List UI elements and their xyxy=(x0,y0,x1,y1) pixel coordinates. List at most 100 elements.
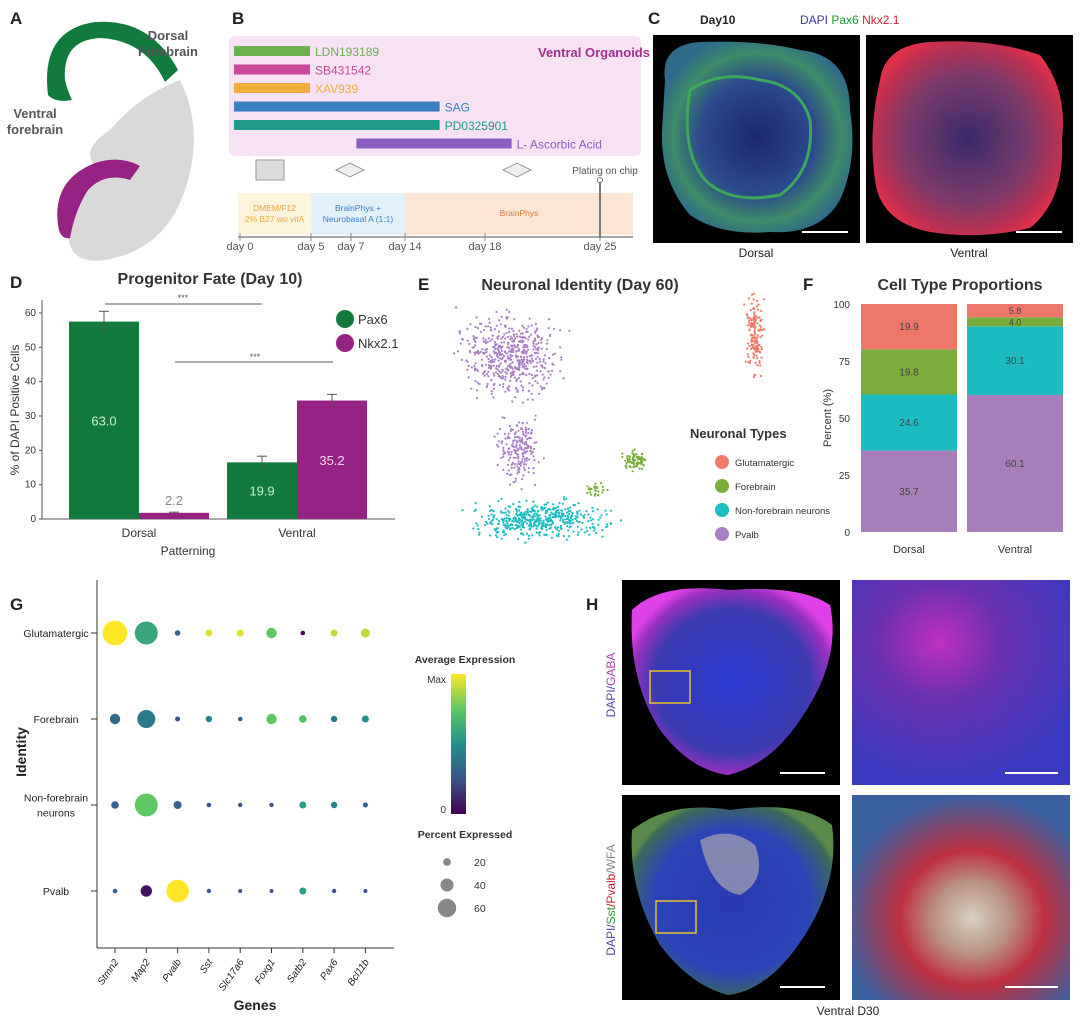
cell-point xyxy=(506,463,509,467)
cell-point xyxy=(529,437,533,440)
cell-point xyxy=(492,509,495,513)
cell-point xyxy=(528,372,531,376)
cell-point xyxy=(499,353,503,356)
cell-point xyxy=(511,523,514,527)
cell-point xyxy=(749,309,753,312)
cell-point xyxy=(525,440,528,443)
cell-point xyxy=(523,468,526,471)
cell-point xyxy=(502,453,505,456)
cell-point xyxy=(540,338,543,341)
stacked-segment xyxy=(967,394,1063,532)
cell-point xyxy=(525,421,529,424)
cell-point xyxy=(522,346,525,349)
cell-point xyxy=(517,363,521,366)
x-tick-label: Dorsal xyxy=(893,544,925,556)
cell-point xyxy=(536,505,539,508)
cell-point xyxy=(635,462,638,465)
cell-point xyxy=(535,531,538,534)
cell-point xyxy=(639,462,642,465)
cell-point xyxy=(756,345,759,348)
cell-point xyxy=(510,327,513,330)
cell-point xyxy=(536,334,539,337)
cell-point xyxy=(512,503,515,506)
cell-point xyxy=(468,342,471,346)
gaba-zoom-image xyxy=(852,580,1070,785)
cell-point xyxy=(514,519,517,522)
cell-point xyxy=(531,509,535,513)
cell-point xyxy=(516,447,519,450)
cell-point xyxy=(527,389,530,392)
well-plate-96-icon xyxy=(255,159,285,181)
cell-point xyxy=(508,350,511,353)
chart-d: 0 10 20 30 40 50 60 Dorsal 63.0 2.2 Ventral 19.9 35.… xyxy=(25,293,399,540)
cell-point xyxy=(605,525,608,529)
compound-label: L- Ascorbic Acid xyxy=(517,138,602,152)
cell-point xyxy=(490,390,493,393)
cell-point xyxy=(511,361,514,364)
cell-point xyxy=(518,463,521,466)
cell-point xyxy=(473,364,476,367)
cell-point xyxy=(508,385,511,388)
cell-point xyxy=(537,461,540,464)
cell-point xyxy=(516,435,519,439)
cell-point xyxy=(473,369,477,372)
cell-point xyxy=(542,519,545,522)
cell-point xyxy=(544,511,547,515)
cell-point xyxy=(526,330,529,333)
cell-point xyxy=(495,343,498,346)
cell-point xyxy=(510,444,513,447)
cell-point xyxy=(519,355,522,358)
cell-point xyxy=(533,346,537,349)
cell-point xyxy=(537,346,540,349)
size-legend-label: 20 xyxy=(474,857,486,869)
cell-point xyxy=(759,319,762,322)
cell-point xyxy=(549,373,552,376)
cell-point xyxy=(632,460,635,463)
cell-point xyxy=(506,386,509,389)
expression-dot xyxy=(299,801,307,809)
cell-point xyxy=(473,509,476,513)
cell-point xyxy=(597,518,600,522)
cell-point xyxy=(527,431,530,435)
cell-point xyxy=(511,526,514,530)
cell-point xyxy=(515,424,518,427)
ventral-organoids-title: Ventral Organoids xyxy=(538,45,650,60)
cell-point xyxy=(530,452,533,456)
cell-point xyxy=(513,376,517,379)
cell-point xyxy=(531,384,534,387)
cell-point xyxy=(756,334,760,337)
cell-point xyxy=(589,491,592,494)
color-max-label: Max xyxy=(427,675,446,686)
cell-point xyxy=(512,334,516,337)
gene-label: Bcl11b xyxy=(346,957,372,988)
expression-dot xyxy=(238,889,243,893)
cell-point xyxy=(521,401,524,404)
cell-point xyxy=(529,361,532,365)
cell-point xyxy=(597,523,600,526)
cell-point xyxy=(752,352,755,355)
cell-point xyxy=(501,335,504,338)
cell-point xyxy=(755,337,758,340)
cell-point xyxy=(520,448,523,451)
cell-point xyxy=(746,313,749,316)
cell-point xyxy=(750,343,753,346)
cell-point xyxy=(514,463,517,466)
cell-point xyxy=(568,512,571,516)
cell-point xyxy=(576,512,579,515)
cell-point xyxy=(555,534,558,537)
cell-point xyxy=(604,509,607,512)
cell-point xyxy=(524,428,528,431)
compound-label: LDN193189 xyxy=(315,45,379,59)
cell-point xyxy=(507,451,510,454)
day-label: Day10 xyxy=(700,13,736,27)
cell-point xyxy=(513,346,517,349)
cell-point xyxy=(465,359,468,362)
cell-point xyxy=(532,342,535,345)
stacked-segment xyxy=(861,394,957,451)
cell-point xyxy=(571,511,574,515)
cell-point xyxy=(529,333,533,336)
cell-point xyxy=(489,364,492,367)
cell-point xyxy=(503,517,506,520)
cell-point xyxy=(504,378,507,381)
cell-point xyxy=(514,337,517,340)
